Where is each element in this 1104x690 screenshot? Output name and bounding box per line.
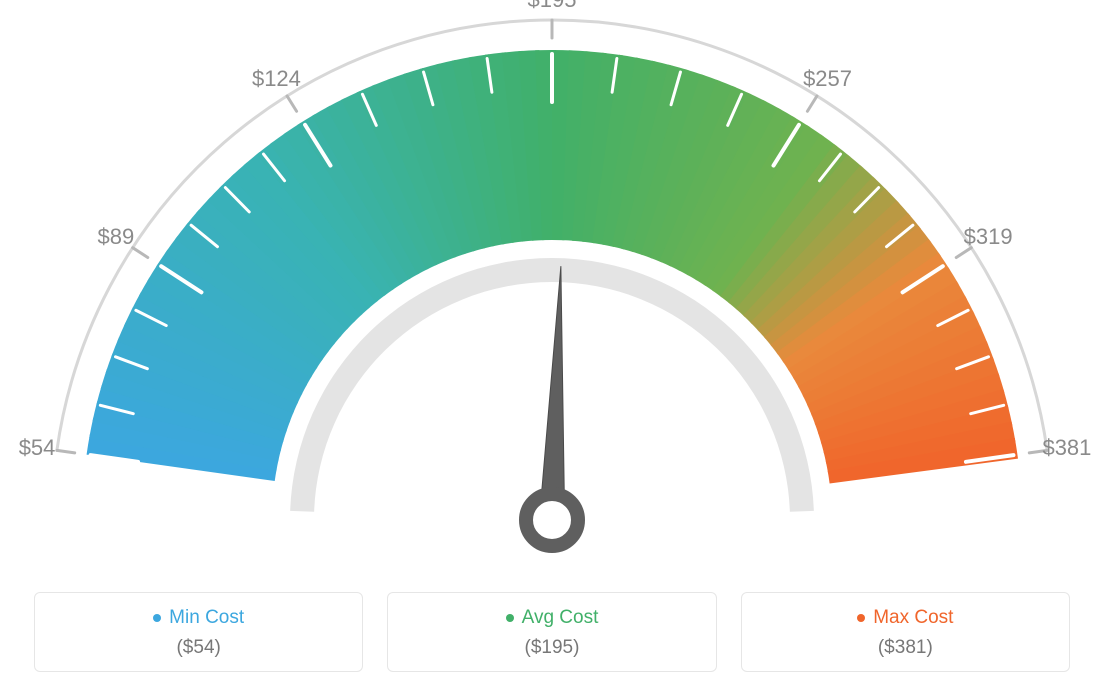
legend-title-min: Min Cost: [153, 607, 244, 629]
legend-dot-min: [153, 614, 161, 622]
legend-label-avg: Avg Cost: [522, 607, 599, 629]
gauge-tick-label: $381: [1042, 435, 1091, 461]
gauge-tick-label: $195: [528, 0, 577, 13]
legend-title-max: Max Cost: [857, 607, 953, 629]
gauge-svg: [0, 0, 1104, 570]
legend-label-min: Min Cost: [169, 607, 244, 629]
legend-title-avg: Avg Cost: [506, 607, 599, 629]
legend-label-max: Max Cost: [873, 607, 953, 629]
legend-row: Min Cost ($54) Avg Cost ($195) Max Cost …: [34, 592, 1070, 672]
gauge-area: $54 $89 $124 $195 $257 $319 $381: [0, 0, 1104, 570]
legend-dot-max: [857, 614, 865, 622]
legend-value-min: ($54): [45, 637, 352, 659]
legend-card-avg: Avg Cost ($195): [387, 592, 716, 672]
cost-gauge-widget: $54 $89 $124 $195 $257 $319 $381 Min Cost ($54…: [0, 0, 1104, 690]
legend-card-max: Max Cost ($381): [741, 592, 1070, 672]
legend-card-min: Min Cost ($54): [34, 592, 363, 672]
gauge-tick-label: $257: [803, 66, 852, 92]
gauge-tick-label: $89: [98, 224, 135, 250]
gauge-tick-label: $124: [252, 66, 301, 92]
gauge-tick-label: $319: [964, 224, 1013, 250]
legend-value-avg: ($195): [398, 637, 705, 659]
gauge-tick-label: $54: [19, 435, 56, 461]
legend-value-max: ($381): [752, 637, 1059, 659]
legend-dot-avg: [506, 614, 514, 622]
